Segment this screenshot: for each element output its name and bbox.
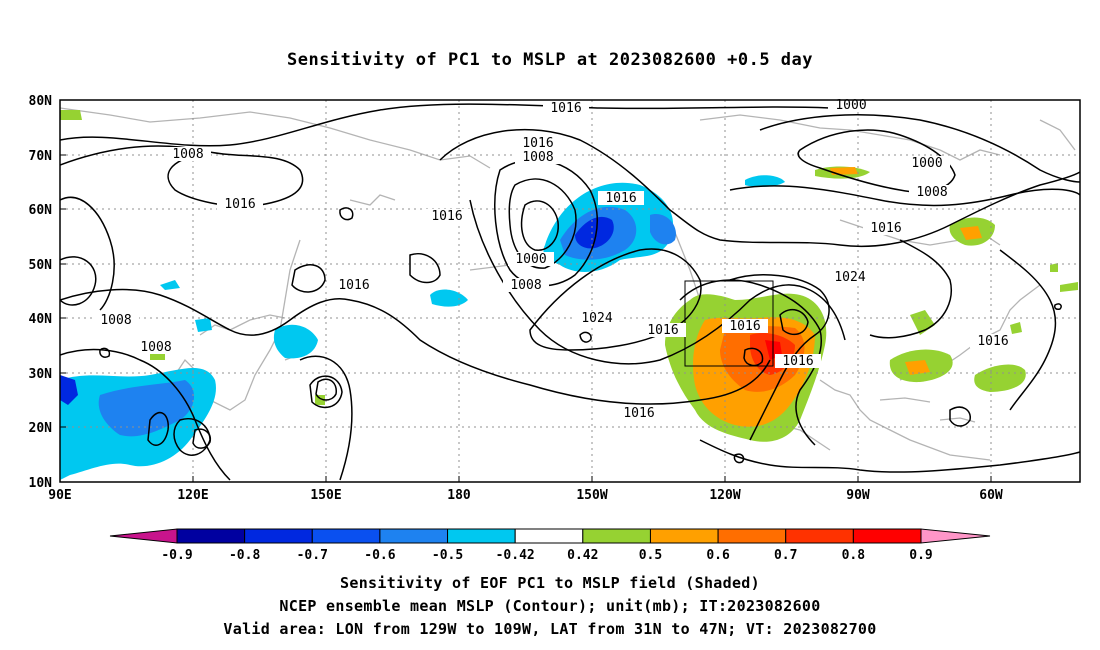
caption-line-2: NCEP ensemble mean MSLP (Contour); unit(… <box>279 597 821 615</box>
caption-line-3: Valid area: LON from 129W to 109W, LAT f… <box>223 620 877 638</box>
colorbar-low-end <box>109 528 178 544</box>
latitude-labels: 80N 70N 60N 50N 40N 30N 20N 10N <box>29 94 53 491</box>
shading-negative <box>60 175 785 480</box>
contour-label: 1016 <box>623 406 654 421</box>
colorbar-label: 0.6 <box>706 548 730 563</box>
lat-label: 80N <box>29 94 53 109</box>
lat-label: 40N <box>29 312 53 327</box>
lon-label: 180 <box>447 488 471 503</box>
lat-label: 70N <box>29 149 53 164</box>
contour-label: 1024 <box>834 270 865 285</box>
contour-label: 1008 <box>510 278 541 293</box>
colorbar-swatch <box>447 528 516 544</box>
colorbar-swatch <box>785 528 854 544</box>
colorbar-swatch <box>514 528 584 544</box>
contour-label: 1000 <box>515 252 546 267</box>
contour-label: 1016 <box>550 101 581 116</box>
contour-label: 1008 <box>172 147 203 162</box>
colorbar-swatch <box>379 528 449 544</box>
plot-frame <box>59 99 1081 483</box>
colorbar-label: -0.42 <box>496 548 535 563</box>
map-title: Sensitivity of PC1 to MSLP at 2023082600… <box>286 50 813 70</box>
contour-label: 1000 <box>911 156 942 171</box>
mslp-contours <box>60 103 1080 481</box>
contour-label: 1008 <box>140 340 171 355</box>
lat-label: 60N <box>29 203 53 218</box>
colorbar-label: 0.5 <box>639 548 662 563</box>
colorbar-label: -0.6 <box>364 548 395 563</box>
longitude-labels: 90E 120E 150E 180 150W 120W 90W 60W <box>48 488 1003 503</box>
colorbar-swatch <box>649 528 719 544</box>
colorbar-label: -0.7 <box>297 548 328 563</box>
contour-label: 1008 <box>916 185 947 200</box>
lon-label: 150E <box>310 488 341 503</box>
contour-label: 1016 <box>782 354 813 369</box>
lon-label: 120W <box>709 488 740 503</box>
colorbar-high-end <box>920 528 991 544</box>
colorbar-label: 0.42 <box>567 548 598 563</box>
colorbar-swatch <box>311 528 381 544</box>
lon-label: 90E <box>48 488 71 503</box>
contour-label: 1016 <box>338 278 369 293</box>
colorbar-swatch <box>176 528 246 544</box>
colorbar-label: -0.8 <box>229 548 260 563</box>
lat-label: 10N <box>29 476 53 491</box>
contour-label: 1016 <box>431 209 462 224</box>
colorbar-label: 0.8 <box>842 548 866 563</box>
contour-label: 1024 <box>581 311 612 326</box>
colorbar-swatch <box>244 528 313 544</box>
contour-label: 1016 <box>870 221 901 236</box>
colorbar-swatch <box>717 528 787 544</box>
lon-label: 90W <box>846 488 870 503</box>
contour-label: 1016 <box>522 136 553 151</box>
contour-label: 1000 <box>835 98 866 113</box>
contour-label: 1008 <box>100 313 131 328</box>
contour-label: 1008 <box>522 150 553 165</box>
colorbar-swatch <box>582 528 651 544</box>
colorbar-swatch <box>852 528 922 544</box>
colorbar-label: -0.9 <box>161 548 192 563</box>
tick-marks <box>59 99 992 483</box>
contour-label: 1016 <box>729 319 760 334</box>
colorbar-label: -0.5 <box>432 548 463 563</box>
lat-label: 50N <box>29 258 53 273</box>
caption-line-1: Sensitivity of EOF PC1 to MSLP field (Sh… <box>340 574 760 592</box>
colorbar-label: 0.7 <box>774 548 797 563</box>
lon-label: 150W <box>576 488 607 503</box>
contour-label: 1016 <box>224 197 255 212</box>
colorbar-label: 0.9 <box>909 548 932 563</box>
lat-label: 30N <box>29 367 53 382</box>
contour-label: 1016 <box>647 323 678 338</box>
contour-labels: 1016 1000 1008 1016 1016 1008 1016 1016 … <box>93 98 1016 421</box>
lon-label: 60W <box>979 488 1003 503</box>
colorbar: -0.9 -0.8 -0.7 -0.6 -0.5 -0.42 0.42 0.5 0.6 0.7 0.… <box>109 528 991 563</box>
lon-label: 120E <box>177 488 208 503</box>
contour-label: 1016 <box>977 334 1008 349</box>
lat-label: 20N <box>29 421 53 436</box>
contour-label: 1016 <box>605 191 636 206</box>
